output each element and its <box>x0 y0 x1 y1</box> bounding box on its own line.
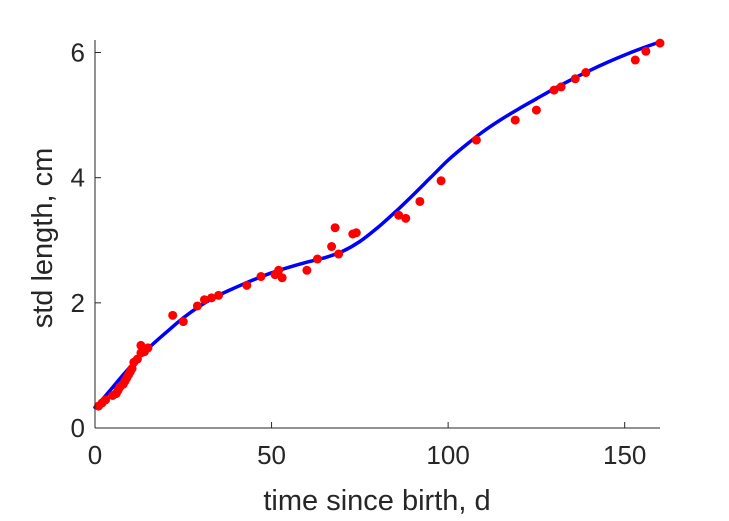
data-point <box>641 46 651 56</box>
data-point <box>531 105 541 115</box>
data-point <box>401 213 411 223</box>
data-point <box>549 85 559 95</box>
x-tick-label: 50 <box>257 440 286 470</box>
data-point <box>394 210 404 220</box>
data-point <box>242 280 252 290</box>
x-axis-label: time since birth, d <box>263 485 490 517</box>
data-point <box>192 301 202 311</box>
data-point <box>334 249 344 259</box>
data-point <box>199 295 209 305</box>
data-point <box>556 82 566 92</box>
data-point <box>101 395 111 405</box>
data-point <box>168 310 178 320</box>
data-point <box>214 290 224 300</box>
data-point <box>330 223 340 233</box>
data-point <box>256 272 266 282</box>
data-point <box>302 265 312 275</box>
y-tick-label: 6 <box>71 38 85 68</box>
data-point <box>277 273 287 283</box>
x-tick-label: 150 <box>603 440 646 470</box>
x-axis-ticks: 0 50 100 150 <box>88 422 646 470</box>
data-point <box>581 68 591 78</box>
data-point <box>415 196 425 206</box>
y-tick-label: 2 <box>71 288 85 318</box>
data-point <box>351 228 361 238</box>
data-point <box>436 176 446 186</box>
x-tick-label: 100 <box>426 440 469 470</box>
data-point <box>178 317 188 327</box>
data-point <box>510 115 520 125</box>
data-point <box>570 74 580 84</box>
data-point <box>471 135 481 145</box>
plot-area <box>93 38 665 411</box>
x-tick-label: 0 <box>88 440 102 470</box>
data-point <box>630 55 640 65</box>
data-point <box>274 265 284 275</box>
y-axis-ticks: 0 2 4 6 <box>71 38 101 443</box>
data-point <box>143 343 153 353</box>
data-point <box>655 38 665 48</box>
data-point <box>327 242 337 252</box>
y-tick-label: 0 <box>71 413 85 443</box>
y-axis-label: std length, cm <box>27 148 59 329</box>
data-point <box>207 293 217 303</box>
y-tick-label: 4 <box>71 163 85 193</box>
fit-curve <box>93 40 662 410</box>
data-point <box>312 254 322 264</box>
